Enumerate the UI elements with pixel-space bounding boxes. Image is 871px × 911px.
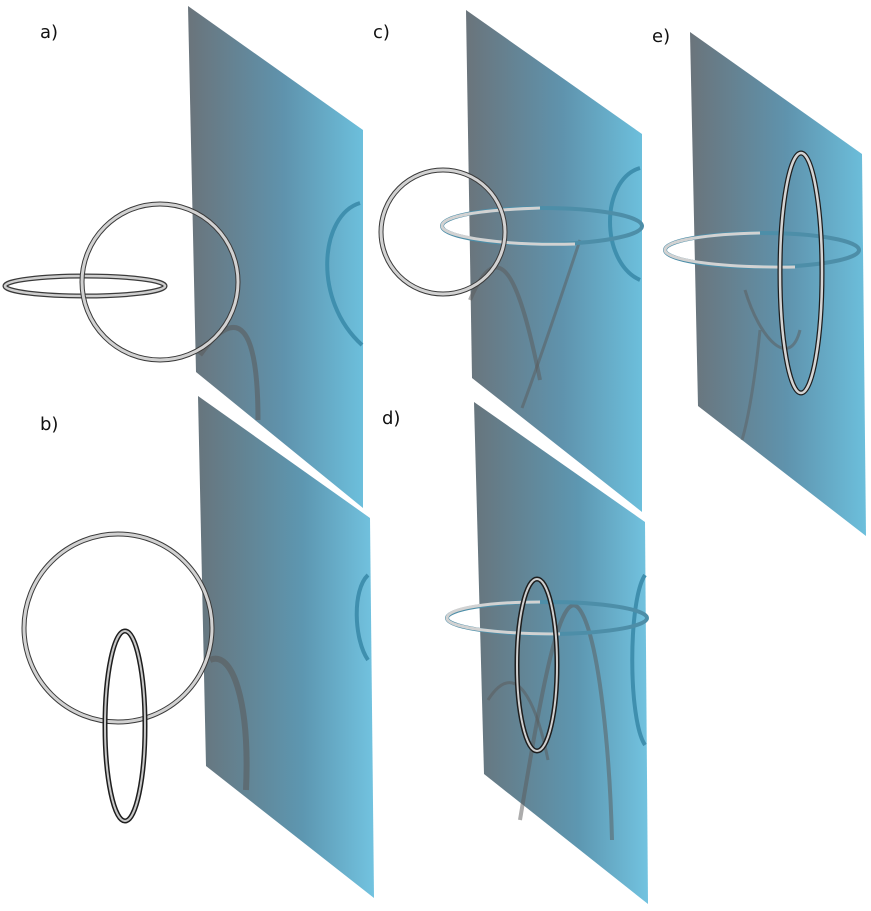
panel-a [2, 6, 364, 508]
vertical-ring-d-highlight [516, 578, 558, 752]
horizontal-ring-c-front [440, 206, 576, 246]
plane-a [188, 6, 363, 508]
panel-label-c: c) [373, 22, 390, 43]
vertical-ring-c-highlight [379, 168, 507, 296]
panel-c [378, 10, 644, 512]
projection-d [630, 573, 647, 747]
panel-label-a: a) [40, 22, 58, 43]
shadow-b [208, 655, 250, 791]
shadow-e2 [740, 329, 762, 441]
shadow-d1 [518, 603, 614, 841]
panel-d [445, 402, 649, 904]
horizontal-ring-d-front [445, 600, 561, 636]
panel-b [21, 396, 374, 898]
vertical-ring-e-highlight [778, 151, 824, 395]
shadow-c2 [520, 239, 582, 409]
plane-b [198, 396, 374, 898]
shadow-e [743, 289, 802, 350]
projection-b [354, 573, 370, 662]
projection-c [608, 166, 641, 282]
panel-label-d: d) [382, 408, 400, 429]
panel-e [663, 32, 866, 536]
plane-c [466, 10, 642, 512]
vertical-ring-b-highlight [104, 630, 146, 822]
large-ring-b-highlight [22, 532, 214, 724]
panel-label-e: e) [652, 26, 670, 47]
plane-d [474, 402, 648, 904]
horizontal-ring-e-front [663, 231, 796, 269]
projection-a [325, 201, 364, 347]
panel-label-b: b) [40, 414, 58, 435]
vertical-ring-a-highlight [80, 202, 240, 362]
